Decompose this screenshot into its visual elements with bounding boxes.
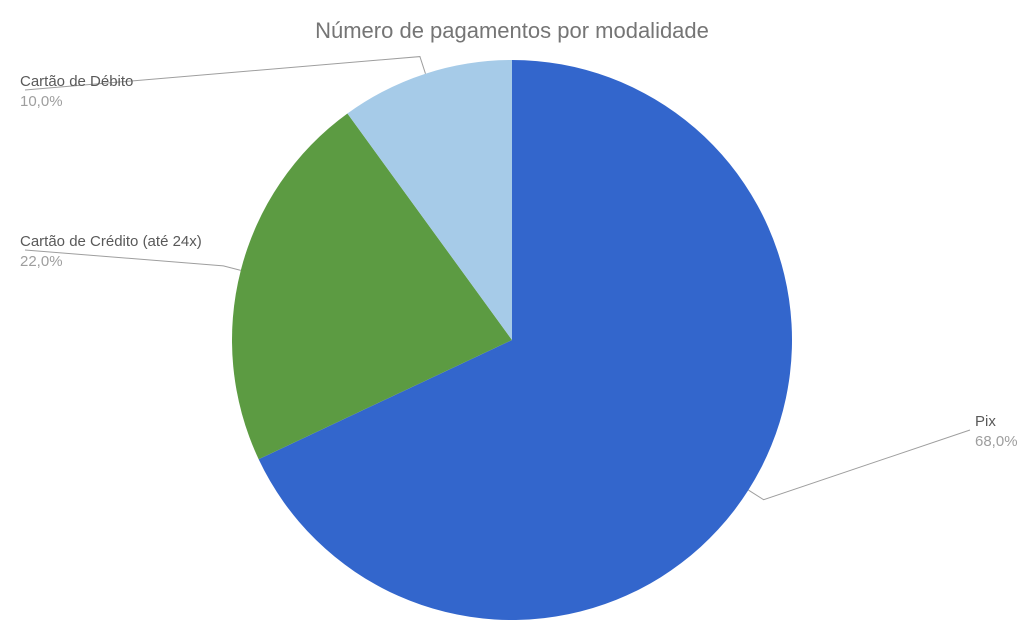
- slice-label-pix: Pix 68,0%: [975, 412, 1018, 453]
- slice-label-name: Cartão de Débito: [20, 72, 133, 92]
- slice-label-name: Pix: [975, 412, 1018, 432]
- slice-label-name: Cartão de Crédito (até 24x): [20, 232, 202, 252]
- pie-chart: [232, 60, 792, 620]
- slice-label-percent: 22,0%: [20, 252, 202, 272]
- slice-label-percent: 10,0%: [20, 92, 133, 112]
- chart-title: Número de pagamentos por modalidade: [0, 18, 1024, 44]
- slice-label-percent: 68,0%: [975, 432, 1018, 452]
- chart-container: Número de pagamentos por modalidade Pix …: [0, 0, 1024, 633]
- slice-label-credito: Cartão de Crédito (até 24x) 22,0%: [20, 232, 202, 273]
- slice-label-debito: Cartão de Débito 10,0%: [20, 72, 133, 113]
